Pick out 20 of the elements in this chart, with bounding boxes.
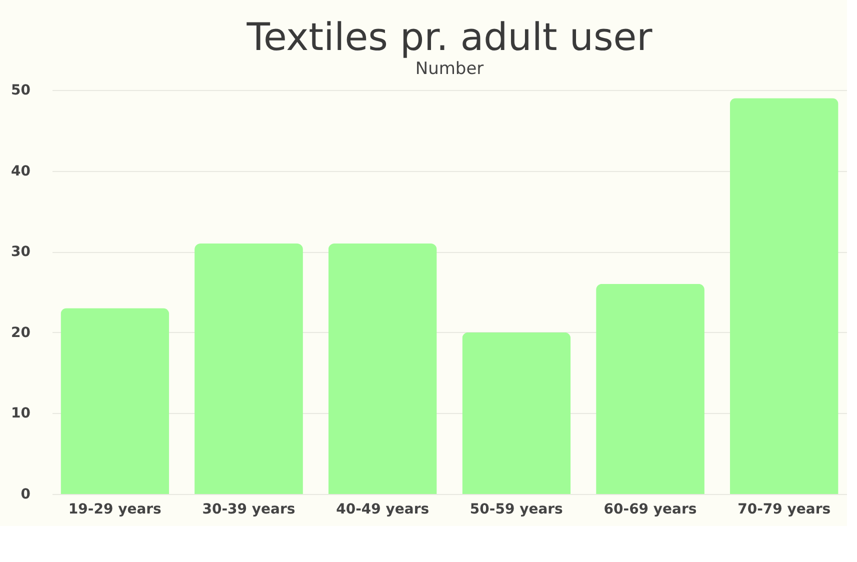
x-tick-label: 70-79 years [738,502,831,518]
y-tick-label: 30 [11,244,31,260]
chart-title: Textiles pr. adult user [246,15,653,59]
y-tick-label: 40 [11,163,31,180]
chart-subtitle: Number [415,59,484,79]
x-tick-label: 60-69 years [604,502,697,518]
bar [60,308,170,494]
bar [596,284,704,494]
bar [194,244,303,494]
bar [328,244,437,494]
y-tick-label: 50 [11,82,31,98]
x-tick-label: 50-59 years [470,502,563,518]
y-tick-label: 20 [11,324,31,341]
x-tick-label: 19-29 years [68,502,162,518]
bar [730,98,838,494]
y-tick-label: 10 [11,406,31,422]
x-tick-label: 40-49 years [336,502,430,518]
y-tick-label: 0 [20,486,31,502]
x-tick-label: 30-39 years [202,502,296,518]
bar [462,332,571,494]
